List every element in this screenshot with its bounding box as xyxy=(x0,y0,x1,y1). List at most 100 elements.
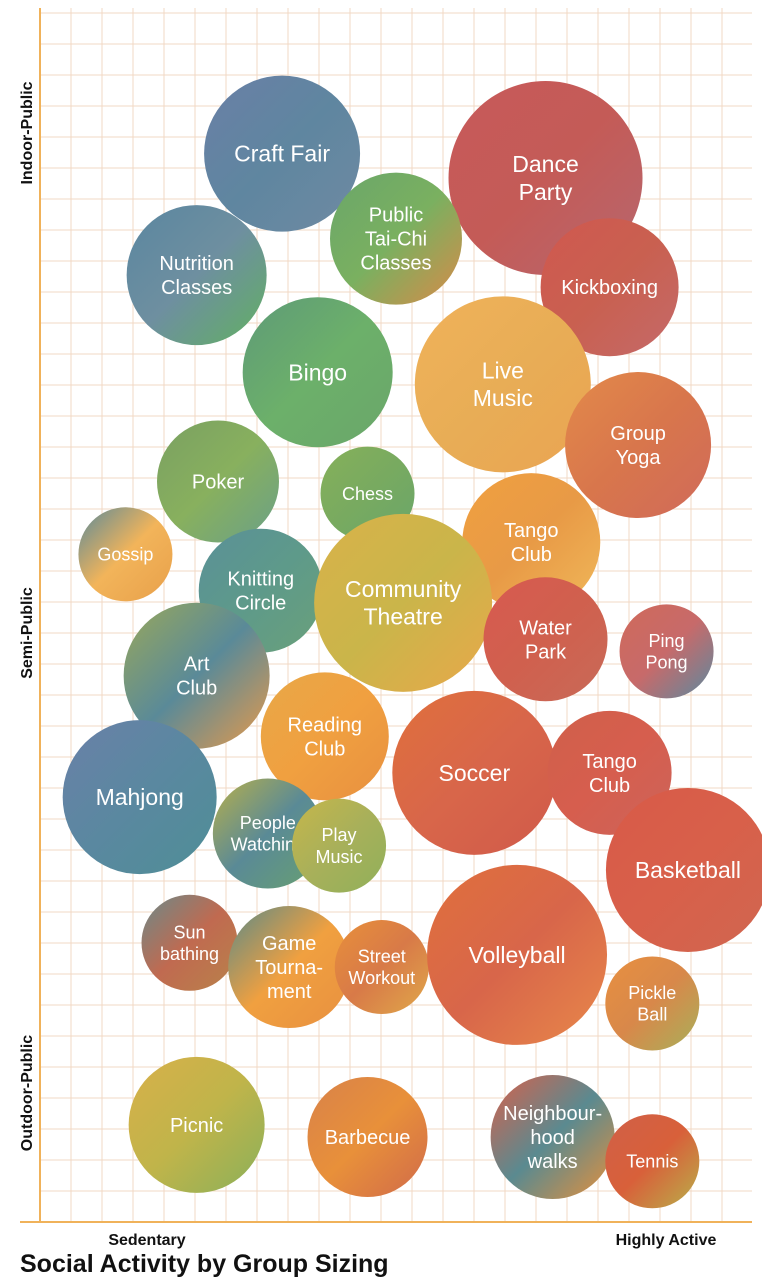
y-axis-label-outdoor-public: Outdoor-Public xyxy=(19,1035,36,1152)
bubble-label: Music xyxy=(316,847,363,867)
bubble-label: Live xyxy=(482,358,524,384)
bubble-label: Party xyxy=(519,179,573,205)
bubble-circle xyxy=(540,218,679,357)
bubble-label: Street xyxy=(358,947,406,967)
bubble-label: Dance xyxy=(512,151,578,177)
bubble-label: Club xyxy=(176,678,217,700)
bubble-label: Gossip xyxy=(97,545,153,565)
bubble-circle xyxy=(334,920,429,1015)
bubble-label: Pickle xyxy=(628,983,676,1003)
bubble-label: Club xyxy=(304,738,345,760)
bubble-circle xyxy=(392,690,557,855)
bubble-label: Craft Fair xyxy=(234,141,330,167)
bubble-kickboxing: Kickboxing xyxy=(540,218,679,357)
bubble-circle xyxy=(204,75,361,232)
bubble-circle xyxy=(427,864,608,1045)
bubble-soccer: Soccer xyxy=(392,690,557,855)
bubble-circle xyxy=(260,672,389,801)
bubble-barbecue: Barbecue xyxy=(307,1077,428,1198)
bubble-circle xyxy=(619,604,714,699)
bubble-label: Sun xyxy=(174,922,206,942)
bubble-picnic: Picnic xyxy=(128,1056,265,1193)
bubble-circle xyxy=(605,956,700,1051)
bubble-circle xyxy=(307,1077,428,1198)
bubble-label: Music xyxy=(473,385,533,411)
bubble-label: Classes xyxy=(161,277,232,299)
bubble-label: Basketball xyxy=(635,857,741,883)
bubble-label: Club xyxy=(511,544,552,566)
bubble-label: Theatre xyxy=(363,604,442,630)
bubble-circle xyxy=(490,1075,615,1200)
bubble-circle xyxy=(78,507,173,602)
bubble-label: bathing xyxy=(160,944,219,964)
bubble-label: Picnic xyxy=(170,1115,223,1137)
bubble-label: walks xyxy=(527,1151,578,1173)
bubble-label: Tourna- xyxy=(255,957,323,979)
bubble-label: Kickboxing xyxy=(561,277,658,299)
bubble-circle xyxy=(157,420,279,543)
bubble-label: Barbecue xyxy=(325,1127,411,1149)
bubble-gossip: Gossip xyxy=(78,507,173,602)
bubble-label: Park xyxy=(525,641,567,663)
bubble-circle xyxy=(242,297,393,448)
chart-title: Social Activity by Group Sizing xyxy=(20,1250,389,1278)
bubble-label: Public xyxy=(369,205,423,227)
bubble-label: Tai-Chi xyxy=(365,229,427,251)
bubble-label: Workout xyxy=(348,968,415,988)
bubble-mahjong: Mahjong xyxy=(62,720,217,875)
bubble-circle xyxy=(123,602,270,749)
x-axis-label-highly-active: Highly Active xyxy=(616,1232,717,1249)
bubble-label: Bingo xyxy=(288,359,347,385)
bubble-label: Poker xyxy=(192,471,245,493)
bubble-label: Play xyxy=(322,825,357,845)
bubble-label: Volleyball xyxy=(468,942,565,968)
bubble-label: Chess xyxy=(342,484,393,504)
x-axis-label-sedentary: Sedentary xyxy=(108,1232,185,1249)
bubble-circle xyxy=(483,577,608,702)
y-axis-label-semi-public: Semi-Public xyxy=(19,587,36,679)
bubble-circle xyxy=(62,720,217,875)
bubble-label: Ping xyxy=(649,631,685,651)
bubble-label: Yoga xyxy=(616,447,662,469)
bubble-bingo: Bingo xyxy=(242,297,393,448)
bubble-tennis: Tennis xyxy=(605,1114,700,1209)
bubble-volleyball: Volleyball xyxy=(427,864,608,1045)
y-axis-label-indoor-public: Indoor-Public xyxy=(19,81,36,184)
bubble-circle xyxy=(565,372,712,519)
bubble-circle xyxy=(128,1056,265,1193)
bubble-craft-fair: Craft Fair xyxy=(204,75,361,232)
bubble-label: Tango xyxy=(582,751,637,773)
bubble-label: Watching xyxy=(231,835,305,855)
bubble-label: Tennis xyxy=(626,1152,678,1172)
bubble-label: People xyxy=(240,813,296,833)
bubble-circle xyxy=(292,798,387,893)
bubble-poker: Poker xyxy=(157,420,279,543)
bubble-circle xyxy=(462,473,601,612)
bubble-label: hood xyxy=(530,1127,575,1149)
bubble-label: Ball xyxy=(637,1005,667,1025)
bubble-label: Knitting xyxy=(227,569,294,591)
bubble-label: Pong xyxy=(646,653,688,673)
bubble-label: Nutrition xyxy=(159,253,233,275)
bubble-label: Circle xyxy=(235,593,286,615)
bubble-label: Art xyxy=(184,654,210,676)
bubble-circle xyxy=(314,513,493,692)
bubble-basketball: Basketball xyxy=(605,787,762,952)
bubble-circle xyxy=(414,296,591,473)
bubble-label: Group xyxy=(610,423,666,445)
bubble-label: Mahjong xyxy=(96,784,184,810)
bubble-label: Neighbour- xyxy=(503,1103,602,1125)
axes: Indoor-Public Semi-Public Outdoor-Public… xyxy=(19,8,752,1249)
bubble-circle xyxy=(605,787,762,952)
